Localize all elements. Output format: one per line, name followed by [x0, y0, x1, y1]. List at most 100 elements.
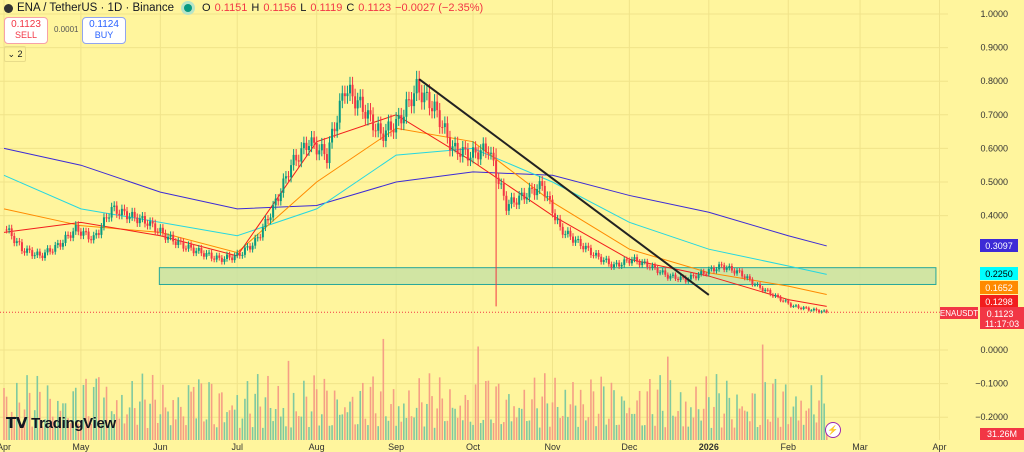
volume-bar	[39, 391, 41, 440]
volume-bar	[669, 380, 672, 440]
candle-body	[561, 226, 564, 235]
candle-body	[641, 261, 644, 266]
candle-body	[510, 197, 513, 205]
candle-body	[395, 118, 398, 133]
candle-body	[674, 274, 677, 279]
buy-button[interactable]: 0.1124 BUY	[82, 17, 126, 44]
volume-bar	[269, 407, 272, 440]
candle-body	[320, 144, 323, 151]
volume-bar	[26, 375, 28, 440]
volume-bar	[626, 413, 628, 440]
volume-bar	[715, 374, 718, 440]
volume-bar	[418, 378, 421, 440]
indicators-collapse-button[interactable]: ⌄ 2	[4, 46, 26, 62]
volume-bar	[90, 423, 92, 440]
volume-bar	[600, 376, 602, 440]
volume-bar	[802, 424, 805, 440]
volume-bar	[110, 411, 113, 440]
candle-body	[297, 160, 300, 162]
volume-bar	[774, 378, 777, 440]
candle-body	[538, 181, 541, 190]
ma-price-label: 0.2250	[985, 269, 1013, 279]
candle-body	[36, 251, 39, 256]
symbol-badge	[940, 307, 978, 319]
volume-bar	[57, 400, 59, 440]
candle-body	[666, 274, 669, 279]
volume-bar	[495, 386, 497, 440]
candle-body	[428, 91, 431, 109]
volume-bar	[818, 400, 820, 440]
candle-body	[228, 254, 231, 258]
candle-body	[692, 274, 695, 277]
x-tick-label: Dec	[621, 442, 638, 452]
volume-bar	[646, 391, 649, 440]
candle-body	[223, 258, 226, 262]
volume-bar	[469, 421, 472, 440]
volume-bar	[400, 421, 403, 440]
volume-bar	[618, 424, 620, 440]
candle-body	[118, 213, 121, 216]
volume-bar	[10, 411, 13, 440]
volume-bar	[636, 400, 638, 440]
volume-bar	[710, 427, 713, 440]
candle-body	[325, 154, 328, 164]
volume-bar	[556, 406, 559, 440]
lightning-icon[interactable]: ⚡	[825, 422, 841, 438]
volume-bar	[620, 396, 623, 440]
candle-body	[120, 208, 123, 216]
volume-bar	[233, 409, 236, 440]
volume-bar	[351, 396, 354, 440]
candle-body	[269, 217, 272, 221]
volume-bar	[344, 407, 346, 440]
candle-body	[410, 99, 413, 107]
candle-body	[413, 93, 416, 107]
volume-bar	[823, 403, 825, 440]
candle-body	[748, 276, 751, 280]
volume-bar	[397, 406, 400, 440]
symbol-title[interactable]: ENA / TetherUS · 1D · Binance	[17, 2, 175, 14]
candle-body	[659, 272, 662, 274]
candle-body	[307, 146, 310, 151]
candle-body	[812, 308, 815, 311]
candle-body	[69, 235, 72, 238]
candle-body	[87, 231, 90, 240]
sell-button[interactable]: 0.1123 SELL	[4, 17, 48, 44]
volume-bar	[795, 396, 797, 440]
volume-bar	[382, 338, 385, 440]
candle-body	[823, 310, 826, 312]
volume-bar	[174, 419, 177, 440]
volume-bar	[136, 424, 139, 440]
candle-body	[451, 146, 454, 151]
candle-body	[541, 181, 544, 186]
volume-bar	[515, 417, 518, 440]
candle-body	[710, 267, 713, 270]
candle-body	[733, 270, 736, 274]
open-value: 0.1151	[214, 2, 248, 14]
ma-price-label: 0.1298	[985, 297, 1013, 307]
volume-bar	[725, 380, 728, 440]
candle-body	[184, 248, 187, 250]
volume-bar	[487, 380, 490, 440]
candle-body	[546, 196, 549, 198]
volume-bar	[485, 381, 487, 440]
candle-body	[159, 227, 162, 232]
y-tick-label: 0.8000	[980, 76, 1008, 86]
volume-bar	[167, 411, 169, 440]
volume-bar	[408, 390, 410, 440]
volume-bar	[526, 421, 528, 440]
volume-bar	[31, 426, 33, 440]
candle-body	[126, 211, 129, 220]
moving-average-line	[3, 127, 827, 295]
volume-bar	[379, 391, 382, 440]
candle-body	[359, 96, 362, 101]
tradingview-logo[interactable]: 𝗧𝗩 TradingView	[6, 415, 116, 432]
volume-bar	[154, 399, 157, 440]
candle-body	[79, 231, 82, 236]
volume-bar	[369, 386, 372, 440]
volume-bar	[415, 407, 418, 440]
candle-body	[338, 100, 341, 123]
candle-body	[141, 216, 144, 219]
candle-body	[441, 127, 444, 129]
